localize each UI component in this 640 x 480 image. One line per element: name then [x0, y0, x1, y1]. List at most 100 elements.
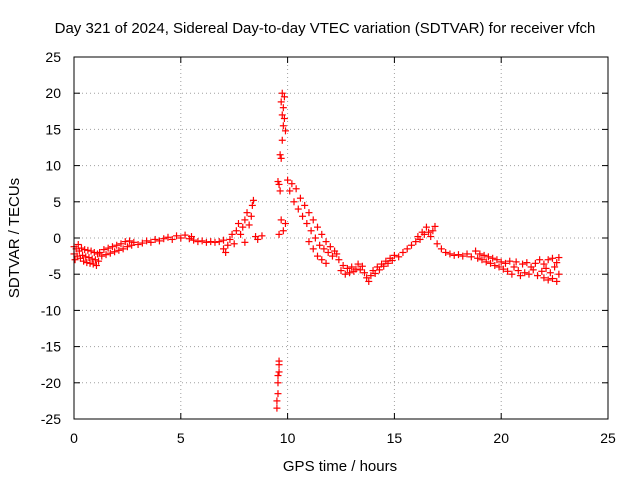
data-point [74, 241, 82, 249]
data-point [341, 270, 349, 278]
data-point [388, 256, 396, 264]
data-point [151, 235, 159, 243]
data-point [380, 262, 388, 270]
data-point [273, 397, 281, 405]
data-point [540, 260, 548, 268]
data-point [375, 266, 383, 274]
data-point [222, 248, 230, 256]
data-point [348, 263, 356, 271]
data-point [422, 223, 430, 231]
data-point [248, 201, 256, 209]
data-point [239, 223, 247, 231]
data-point [474, 254, 482, 262]
data-point [514, 267, 522, 275]
data-point [555, 270, 563, 278]
data-point [354, 260, 362, 268]
data-point [207, 238, 215, 246]
data-point [358, 262, 366, 270]
data-point [463, 250, 471, 258]
data-point [328, 252, 336, 260]
data-point [281, 127, 289, 135]
data-point [187, 233, 195, 241]
data-point [226, 235, 234, 243]
data-point [504, 267, 512, 275]
data-point [143, 237, 151, 245]
x-axis-label: GPS time / hours [283, 458, 397, 475]
data-point [278, 89, 286, 97]
data-point [551, 263, 559, 271]
data-point [501, 259, 509, 267]
x-tick-labels: 0 5 10 15 20 25 [70, 430, 616, 446]
y-tick-label: -15 [41, 339, 61, 355]
data-point [247, 212, 255, 220]
data-point [98, 252, 106, 260]
chart-title: Day 321 of 2024, Sidereal Day-to-day VTE… [55, 20, 596, 37]
data-point [318, 230, 326, 238]
data-point [138, 239, 146, 247]
data-point [275, 361, 283, 369]
data-point [339, 262, 347, 270]
data-point [412, 238, 420, 246]
data-point [117, 240, 125, 248]
data-point [318, 256, 326, 264]
data-point [96, 248, 104, 256]
y-tick-label: -10 [41, 302, 61, 318]
data-point [305, 238, 313, 246]
data-point [301, 201, 309, 209]
data-point [553, 259, 561, 267]
data-point [548, 254, 556, 262]
y-tick-label: 10 [45, 158, 61, 174]
data-point [164, 233, 172, 241]
data-point [384, 259, 392, 267]
data-point [309, 245, 317, 253]
data-point [493, 256, 501, 264]
data-point [86, 259, 94, 267]
data-point [194, 238, 202, 246]
data-point [553, 277, 561, 285]
data-points [70, 89, 563, 412]
data-point [337, 267, 345, 275]
data-point [83, 259, 91, 267]
data-point [215, 238, 223, 246]
data-point [420, 230, 428, 238]
data-point [243, 209, 251, 217]
data-point [478, 256, 486, 264]
y-tick-label: -25 [41, 411, 61, 427]
data-point [346, 269, 354, 277]
data-point [476, 250, 484, 258]
axis-ticks [73, 56, 609, 420]
y-tick-label: -20 [41, 375, 61, 391]
data-point [454, 251, 462, 259]
data-point [181, 231, 189, 239]
data-point [274, 390, 282, 398]
y-tick-label: 20 [45, 85, 61, 101]
data-point [147, 238, 155, 246]
data-point [106, 249, 114, 257]
x-tick-label: 20 [493, 430, 509, 446]
data-point [100, 246, 108, 254]
data-point [446, 250, 454, 258]
data-point [309, 216, 317, 224]
data-point [399, 248, 407, 256]
data-point [403, 245, 411, 253]
data-point [546, 269, 554, 277]
data-point [429, 227, 437, 235]
data-point [211, 238, 219, 246]
data-point [371, 269, 379, 277]
data-point [521, 269, 529, 277]
data-point [232, 227, 240, 235]
data-point [77, 244, 85, 252]
data-point [237, 230, 245, 238]
data-point [234, 220, 242, 228]
data-point [230, 240, 238, 248]
data-point [273, 404, 281, 412]
data-point [249, 196, 257, 204]
data-point [168, 235, 176, 243]
data-point [536, 256, 544, 264]
data-point [390, 251, 398, 259]
data-point [102, 251, 110, 259]
data-point [198, 237, 206, 245]
data-point [123, 243, 131, 251]
x-tick-label: 25 [600, 430, 616, 446]
data-point [276, 187, 284, 195]
